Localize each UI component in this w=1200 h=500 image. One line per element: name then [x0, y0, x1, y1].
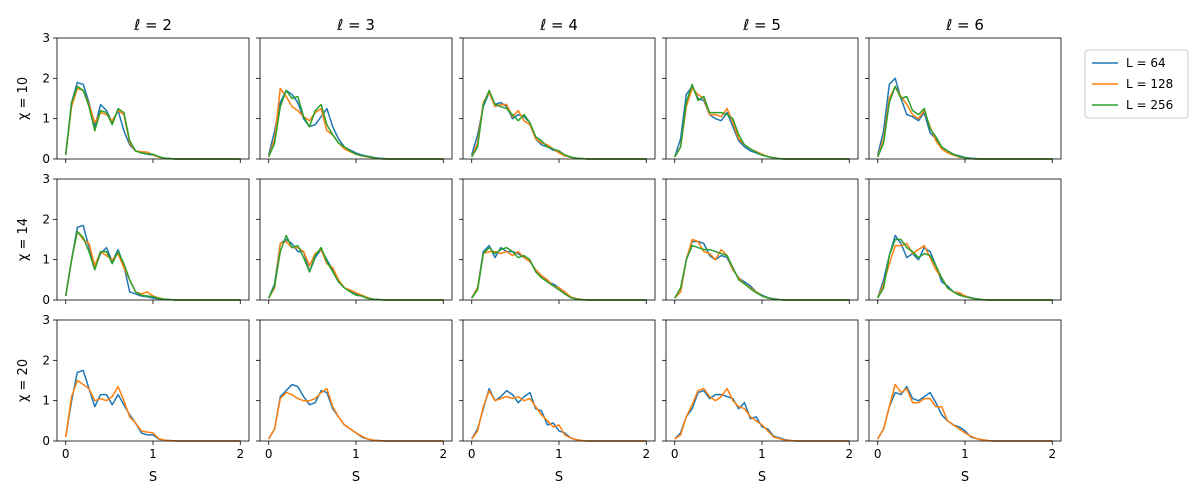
series-line-l=64-r1-c1 [268, 238, 444, 301]
series-line-l=128-r2-c0 [64, 379, 241, 442]
y-tick-label: 0 [42, 152, 50, 166]
series-line-l=128-r1-c1 [268, 240, 444, 301]
panel-r0-c1 [256, 37, 453, 163]
series-line-l=64-r2-c2 [471, 387, 647, 442]
x-axis-label: S [352, 470, 360, 485]
y-tick-label: 3 [42, 31, 50, 45]
x-tick-label: 2 [1048, 447, 1056, 461]
y-tick-label: 1 [42, 394, 50, 408]
y-tick-label: 1 [42, 253, 50, 267]
panel-frame [868, 319, 1062, 442]
panel-r0-c2 [459, 37, 656, 163]
x-tick-label: 0 [265, 447, 273, 461]
legend-label-2: L = 256 [1126, 98, 1173, 112]
panel-r1-c3 [662, 178, 859, 304]
series-line-l=64-r1-c3 [674, 240, 850, 301]
column-title-3: ℓ = 5 [742, 16, 781, 34]
legend-box [1084, 49, 1189, 119]
series-line-l=128-r2-c1 [268, 387, 444, 442]
legend: L = 64 L = 128 L = 256 [1084, 49, 1189, 119]
series-line-l=256-r0-c4 [877, 85, 1053, 160]
series-line-l=64-r0-c2 [470, 91, 647, 160]
x-tick-label: 0 [62, 447, 70, 461]
series-line-l=256-r0-c0 [64, 85, 241, 160]
column-title-0: ℓ = 2 [133, 16, 172, 34]
series-line-l=256-r0-c1 [268, 89, 444, 160]
row-label-2: χ = 20 [16, 359, 31, 402]
column-title-1: ℓ = 3 [336, 16, 375, 34]
column-title-2: ℓ = 4 [539, 16, 578, 34]
x-tick-label: 1 [758, 447, 766, 461]
panel-r1-c1 [256, 178, 453, 304]
series-line-l=64-r1-c2 [471, 244, 647, 301]
series-line-l=128-r2-c4 [877, 383, 1053, 442]
x-tick-label: 1 [961, 447, 969, 461]
panel-frame [462, 178, 656, 301]
panel-frame [665, 178, 859, 301]
panel-r1-c2 [459, 178, 656, 304]
series-line-l=64-r2-c3 [674, 389, 850, 442]
series-line-l=128-r0-c2 [471, 91, 647, 160]
panel-frame [259, 37, 453, 160]
panel-r2-c1: 0 1 2 S [256, 319, 453, 485]
panel-frame [665, 37, 859, 160]
series-line-l=256-r1-c2 [471, 246, 647, 301]
y-tick-label: 2 [42, 212, 50, 226]
panel-r2-c4: 0 1 2 S [865, 319, 1062, 485]
panel-frame [462, 319, 656, 442]
panels-layer: 0 1 2 3 0 1 2 3 0 1 2 0 1 2 3 S 0 1 2 S 0 1 2 S 0 1 2 S 0 1 2 Sℓ = 2 ℓ =… [16, 16, 1062, 485]
y-tick-label: 0 [42, 434, 50, 448]
x-tick-label: 2 [439, 447, 447, 461]
x-axis-label: S [961, 470, 969, 485]
series-line-l=256-r1-c0 [64, 230, 241, 301]
series-line-l=256-r1-c3 [674, 244, 850, 301]
column-title-4: ℓ = 6 [945, 16, 984, 34]
legend-label-1: L = 128 [1126, 77, 1173, 91]
x-tick-label: 1 [149, 447, 157, 461]
x-tick-label: 0 [468, 447, 476, 461]
series-line-l=256-r0-c2 [471, 89, 647, 160]
series-line-l=128-r0-c0 [64, 87, 241, 160]
series-line-l=128-r1-c0 [64, 230, 241, 301]
series-line-l=256-r1-c1 [268, 234, 444, 301]
y-tick-label: 2 [42, 353, 50, 367]
panel-r1-c0: 0 1 2 3 [42, 172, 250, 307]
x-tick-label: 2 [845, 447, 853, 461]
y-tick-label: 0 [42, 293, 50, 307]
y-tick-label: 2 [42, 71, 50, 85]
x-tick-label: 0 [874, 447, 882, 461]
panel-r0-c4 [865, 37, 1062, 163]
x-tick-label: 0 [671, 447, 679, 461]
x-axis-label: S [149, 470, 157, 485]
y-tick-label: 3 [42, 172, 50, 186]
x-tick-label: 1 [555, 447, 563, 461]
x-axis-label: S [555, 470, 563, 485]
x-tick-label: 2 [236, 447, 244, 461]
row-label-0: χ = 10 [16, 77, 31, 120]
series-line-l=128-r2-c3 [674, 387, 850, 442]
series-line-l=64-r0-c1 [267, 89, 444, 160]
y-tick-label: 1 [42, 112, 50, 126]
panel-frame [868, 37, 1062, 160]
panel-frame [665, 319, 859, 442]
panel-frame [56, 178, 250, 301]
panel-r2-c0: 0 1 2 0 1 2 3 S [42, 313, 250, 485]
series-line-l=64-r0-c4 [876, 77, 1053, 160]
panel-r2-c2: 0 1 2 S [459, 319, 656, 485]
panel-frame [259, 319, 453, 442]
y-tick-label: 3 [42, 313, 50, 327]
x-tick-label: 2 [642, 447, 650, 461]
panel-r2-c3: 0 1 2 S [662, 319, 859, 485]
x-tick-label: 1 [352, 447, 360, 461]
x-axis-label: S [758, 470, 766, 485]
legend-label-0: L = 64 [1126, 56, 1166, 70]
series-line-l=64-r2-c0 [64, 369, 241, 442]
series-line-l=128-r1-c2 [471, 250, 647, 301]
panel-r0-c0: 0 1 2 3 [42, 31, 250, 166]
panel-r0-c3 [662, 37, 859, 163]
row-label-1: χ = 14 [16, 218, 31, 261]
panel-r1-c4 [865, 178, 1062, 304]
